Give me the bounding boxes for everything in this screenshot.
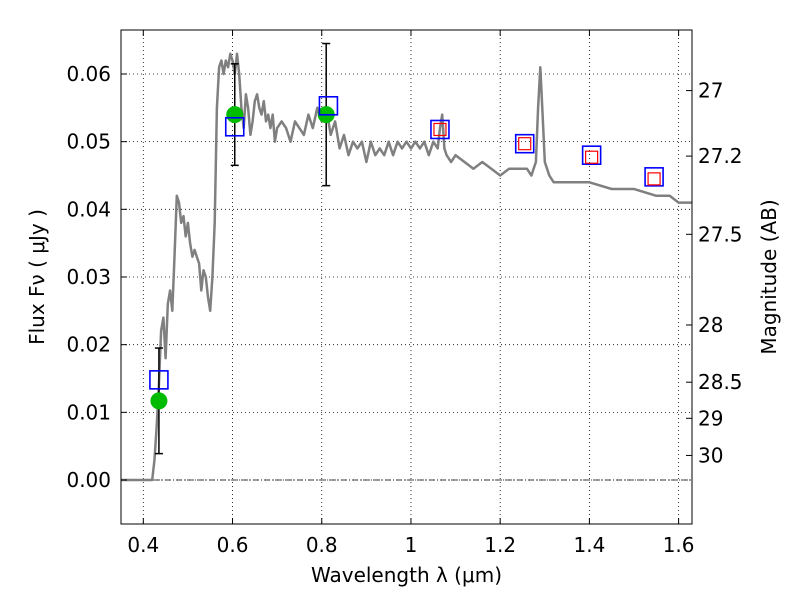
x-tick-label: 0.6 [217,533,249,557]
y-tick-label: 0.06 [66,62,111,86]
model-flux-square-small [433,122,447,137]
x-tick-label: 1.2 [484,533,516,557]
y-tick-label: 0.04 [66,197,111,221]
right-tick-label: 29 [698,406,723,430]
photometry-point [226,106,244,124]
model-flux-square [581,145,602,165]
y-tick-label: 0.05 [66,130,111,154]
y-tick-label: 0.01 [66,400,111,424]
model-flux-square-small [647,172,661,186]
model-flux-square [430,119,450,140]
right-tick-label: 28 [698,313,723,337]
x-tick-label: 1.4 [573,533,605,557]
model-flux-square [514,133,535,154]
right-tick-label: 27.2 [698,144,743,168]
right-tick-label: 30 [698,443,723,467]
model-flux-square [224,116,245,137]
x-tick-label: 1.6 [663,533,695,557]
right-tick-label: 28.5 [698,370,743,394]
y-axis: 0.00 0.01 0.02 0.03 0.04 0.05 0.06 [66,62,127,492]
model-flux-square [644,167,664,187]
right-tick-label: 27 [698,79,723,103]
x-tick-label: 1 [405,533,418,557]
right-axis: 27 27.2 27.5 28 28.5 29 30 [686,79,743,467]
right-axis-label: Magnitude (AB) [757,199,781,354]
y-tick-label: 0.02 [66,333,111,357]
y-tick-label: 0.03 [66,265,111,289]
x-tick-label: 0.8 [306,533,338,557]
right-tick-label: 27.5 [698,222,743,246]
y-tick-label: 0.00 [66,468,111,492]
series-group [121,42,692,482]
model-flux-square-small [518,137,532,151]
model-spectrum-line [121,52,692,482]
y-axis-label: Flux Fν ( μJy ) [25,209,49,345]
x-axis-label: Wavelength λ (μm) [311,563,502,587]
x-tick-label: 0.4 [127,533,159,557]
model-flux-square [149,370,169,390]
x-axis: 0.4 0.6 0.8 1 1.2 1.4 1.6 [127,30,695,557]
model-flux-square [318,95,339,116]
model-flux-square-small [585,150,599,164]
photometry-point [150,392,168,410]
